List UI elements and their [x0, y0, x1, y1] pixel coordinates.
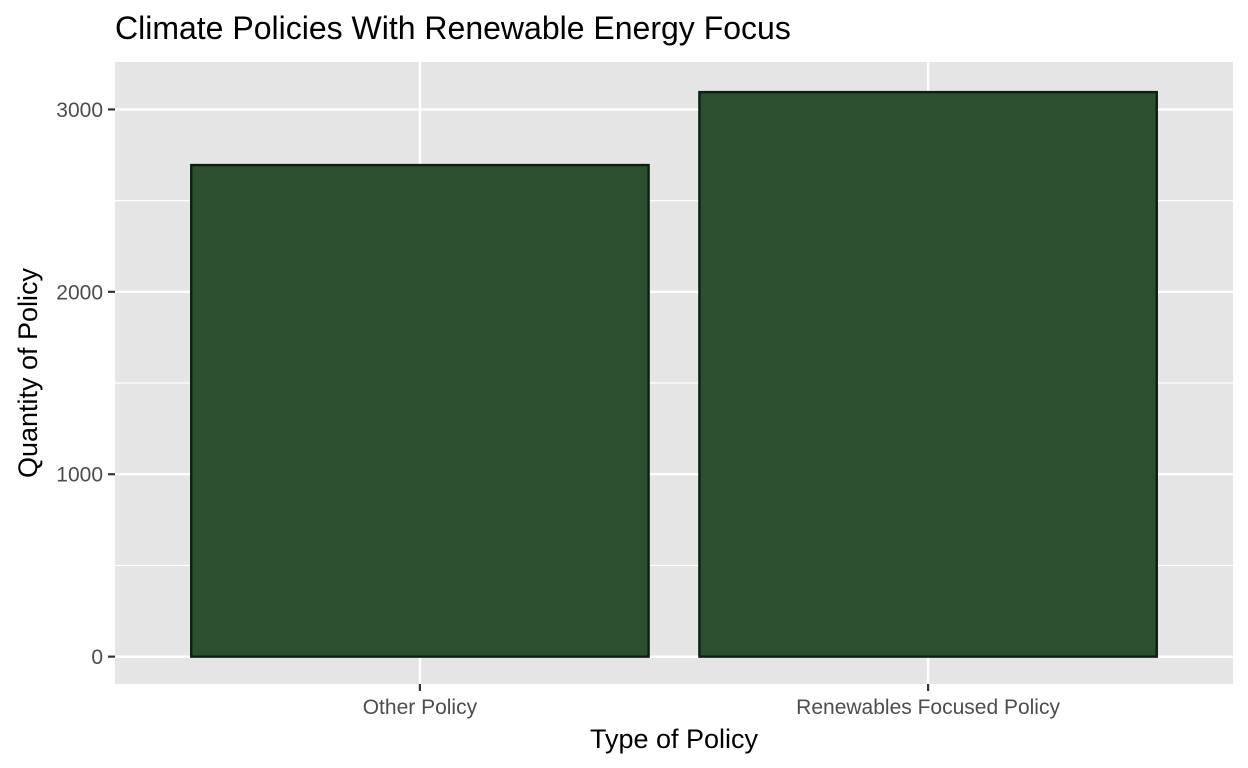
- x-axis: Other Policy Renewables Focused Policy: [363, 684, 1060, 719]
- bar: [698, 90, 1158, 658]
- y-tick-label: 1000: [56, 464, 103, 487]
- y-tick-label: 2000: [56, 281, 103, 304]
- bar: [190, 163, 650, 658]
- x-axis-title: Type of Policy: [590, 724, 759, 754]
- x-tick-label: Renewables Focused Policy: [796, 696, 1060, 719]
- x-tick-label: Other Policy: [363, 696, 478, 719]
- y-tick-label: 0: [91, 646, 103, 669]
- y-axis: 0 1000 2000 3000: [56, 99, 115, 669]
- chart-title: Climate Policies With Renewable Energy F…: [115, 10, 791, 46]
- bars: [190, 90, 1158, 658]
- y-tick-label: 3000: [56, 99, 103, 122]
- y-axis-title: Quantity of Policy: [13, 267, 43, 478]
